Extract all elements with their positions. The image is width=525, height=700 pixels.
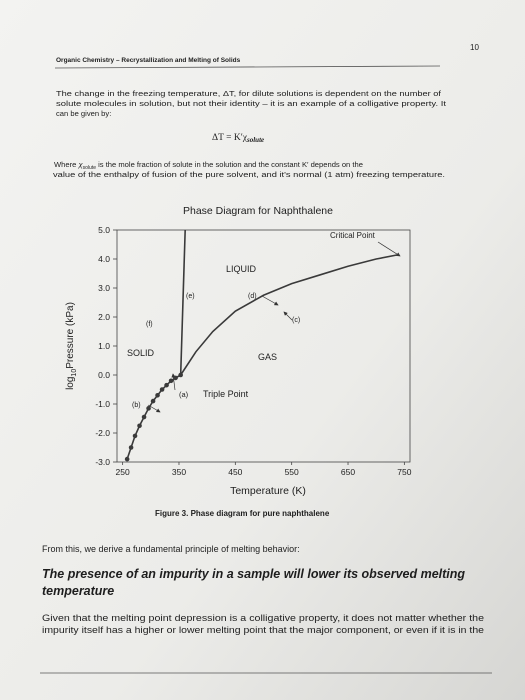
y-axis-label: log10Pressure (kPa)	[65, 302, 78, 390]
y-tick-label: 1.0	[98, 341, 110, 351]
symbol: χ	[77, 160, 83, 169]
paragraph-line: The change in the freezing temperature, …	[56, 89, 442, 98]
x-tick-label: 650	[341, 467, 355, 477]
x-tick-label: 250	[116, 467, 130, 477]
running-header: Organic Chemistry – Recrystallization an…	[56, 57, 241, 64]
emphasis-line: The presence of an impurity in a sample …	[42, 567, 465, 581]
formula-main: ΔT = K′χ	[212, 133, 248, 143]
paragraph-line: impurity itself has a higher or lower me…	[42, 625, 484, 635]
y-tick-label: 4.0	[98, 254, 110, 264]
annotation: (c)	[292, 317, 300, 324]
curve	[180, 253, 399, 376]
y-tick-label: 2.0	[98, 312, 110, 322]
y-tick-label: -2.0	[95, 428, 110, 438]
point	[173, 375, 178, 381]
paragraph-line: value of the enthalpy of fusion of the p…	[53, 170, 445, 179]
x-tick-label: 750	[397, 467, 411, 477]
annotation: GAS	[258, 352, 277, 362]
y-label-base: log	[65, 377, 76, 390]
y-tick-label: -1.0	[95, 399, 110, 409]
emphasis-line: temperature	[42, 584, 114, 598]
annotation: SOLID	[127, 348, 155, 358]
x-tick-label: 450	[228, 467, 242, 477]
point	[128, 445, 134, 450]
arrow	[261, 295, 279, 306]
point	[159, 387, 165, 392]
formula: ΔT = K′χsolute	[212, 133, 264, 144]
annotation: (e)	[186, 293, 195, 300]
paragraph-line: Where χsolute is the mole fraction of so…	[54, 160, 363, 171]
point	[168, 378, 174, 384]
text: is the mole fraction of solute in the so…	[96, 160, 363, 169]
y-tick-label: 3.0	[98, 283, 110, 293]
chart-title: Phase Diagram for Naphthalene	[183, 205, 333, 217]
point	[150, 398, 156, 404]
page-number: 10	[470, 43, 479, 52]
x-tick-label: 550	[285, 467, 299, 477]
point	[132, 433, 138, 439]
arrow	[283, 311, 293, 321]
y-label-rest: Pressure (kPa)	[65, 302, 76, 369]
chart-arrows	[147, 241, 401, 413]
point	[155, 393, 160, 398]
paragraph-line: can be given by:	[56, 109, 111, 118]
annotation: Critical Point	[330, 231, 376, 240]
x-axis-label: Temperature (K)	[230, 485, 306, 497]
text: Where	[54, 160, 78, 169]
figure-caption: Figure 3. Phase diagram for pure naphtha…	[155, 509, 330, 518]
point	[137, 423, 142, 429]
annotation: (d)	[248, 293, 257, 300]
y-tick-label: 0.0	[98, 370, 110, 380]
header-rule	[54, 65, 441, 69]
point	[146, 406, 151, 411]
paragraph-line: Given that the melting point depression …	[42, 613, 484, 623]
annotation: Triple Point	[203, 389, 249, 399]
paragraph-line: solute molecules in solution, but not th…	[56, 99, 447, 108]
point	[164, 382, 169, 388]
arrow	[377, 241, 401, 257]
annotation: LIQUID	[226, 264, 257, 274]
annotation: (a)	[179, 390, 189, 399]
paragraph-line: From this, we derive a fundamental princ…	[42, 544, 300, 554]
y-tick-label: -3.0	[95, 457, 110, 467]
annotation: (b)	[132, 402, 141, 409]
point	[141, 414, 147, 420]
x-tick-label: 350	[172, 467, 186, 477]
annotation: (f)	[146, 321, 153, 328]
formula-sub: solute	[246, 136, 264, 144]
y-tick-label: 5.0	[98, 225, 110, 235]
point	[124, 456, 130, 462]
arrow	[171, 373, 176, 391]
y-label-sub: 10	[71, 369, 78, 377]
curve	[179, 229, 186, 376]
subscript: solute	[83, 165, 97, 171]
